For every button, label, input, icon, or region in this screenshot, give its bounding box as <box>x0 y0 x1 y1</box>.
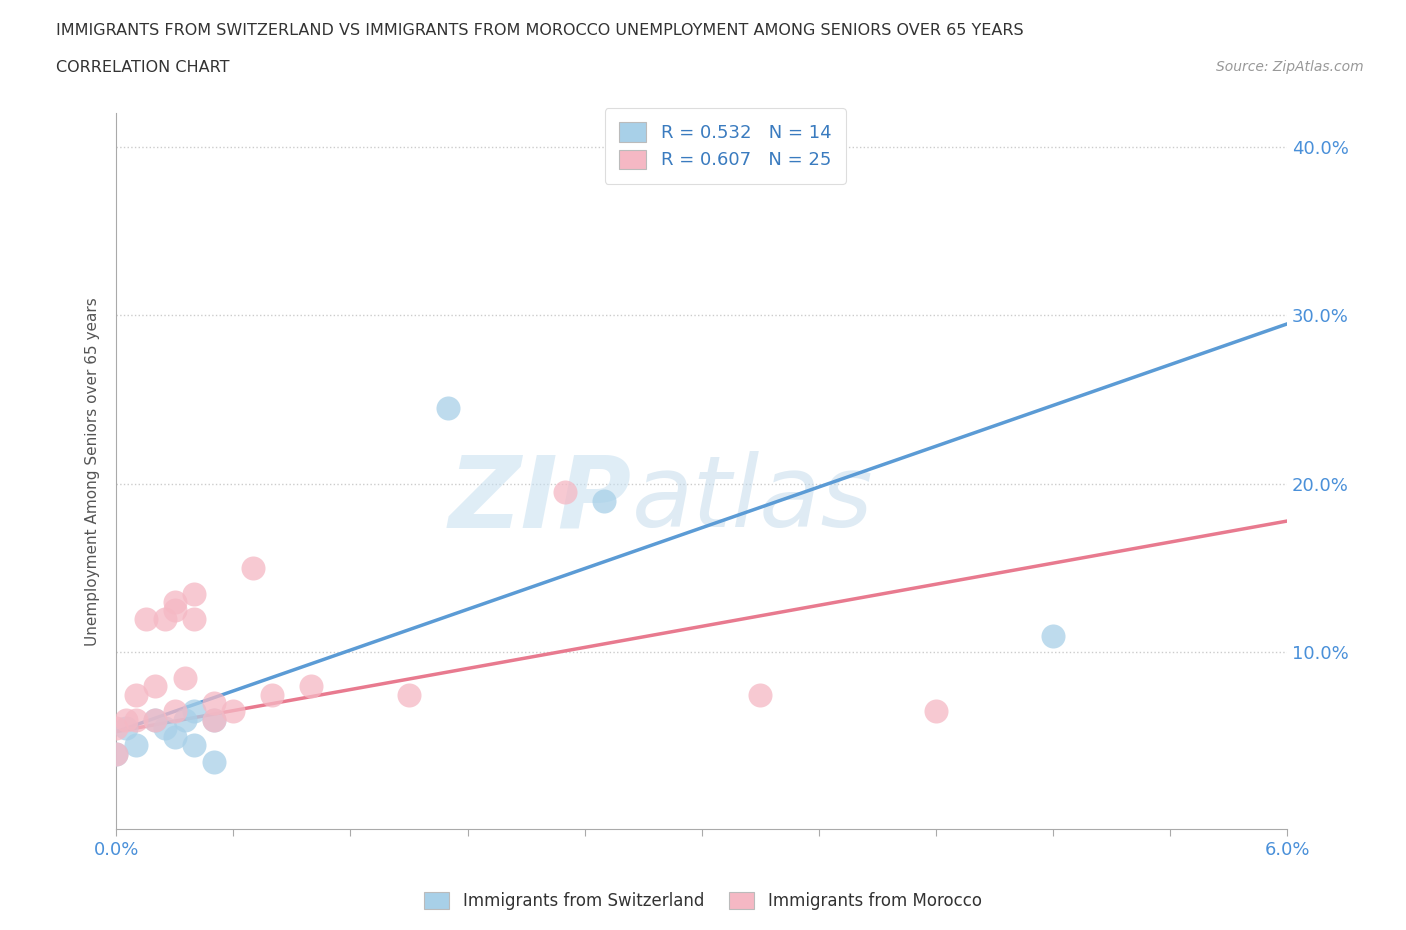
Point <box>183 704 205 719</box>
Point <box>554 485 576 499</box>
Point <box>125 737 148 752</box>
Point <box>143 712 166 727</box>
Point <box>163 603 186 618</box>
Point <box>183 611 205 626</box>
Point <box>925 704 948 719</box>
Point <box>105 721 128 736</box>
Legend: R = 0.532   N = 14, R = 0.607   N = 25: R = 0.532 N = 14, R = 0.607 N = 25 <box>605 108 845 184</box>
Point <box>105 746 128 761</box>
Point <box>202 754 225 769</box>
Text: ZIP: ZIP <box>449 451 631 549</box>
Text: IMMIGRANTS FROM SWITZERLAND VS IMMIGRANTS FROM MOROCCO UNEMPLOYMENT AMONG SENIOR: IMMIGRANTS FROM SWITZERLAND VS IMMIGRANT… <box>56 23 1024 38</box>
Point <box>183 737 205 752</box>
Point <box>143 712 166 727</box>
Point <box>173 671 195 685</box>
Point <box>115 721 138 736</box>
Point <box>299 679 322 694</box>
Y-axis label: Unemployment Among Seniors over 65 years: Unemployment Among Seniors over 65 years <box>86 297 100 645</box>
Point <box>398 687 420 702</box>
Point <box>593 494 616 509</box>
Text: atlas: atlas <box>631 451 873 549</box>
Point <box>135 611 157 626</box>
Point <box>262 687 284 702</box>
Point <box>202 712 225 727</box>
Point <box>749 687 772 702</box>
Point <box>173 712 195 727</box>
Point <box>202 712 225 727</box>
Point <box>105 746 128 761</box>
Point <box>242 561 264 576</box>
Text: CORRELATION CHART: CORRELATION CHART <box>56 60 229 75</box>
Point <box>437 401 460 416</box>
Point <box>143 679 166 694</box>
Point <box>202 696 225 711</box>
Point <box>153 721 176 736</box>
Point <box>115 712 138 727</box>
Point <box>222 704 245 719</box>
Point <box>153 611 176 626</box>
Text: Source: ZipAtlas.com: Source: ZipAtlas.com <box>1216 60 1364 74</box>
Point <box>183 586 205 601</box>
Legend: Immigrants from Switzerland, Immigrants from Morocco: Immigrants from Switzerland, Immigrants … <box>418 885 988 917</box>
Point <box>1042 628 1064 643</box>
Point <box>163 729 186 744</box>
Point <box>125 712 148 727</box>
Point <box>163 594 186 609</box>
Point <box>163 704 186 719</box>
Point <box>125 687 148 702</box>
